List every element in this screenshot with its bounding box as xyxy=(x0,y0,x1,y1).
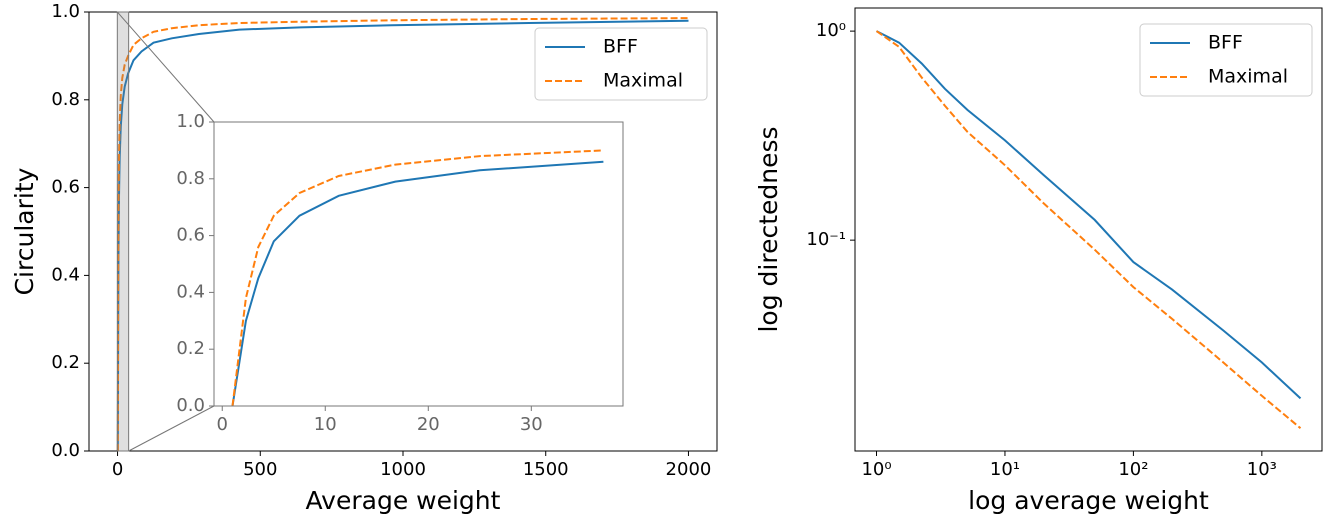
y-tick-label: 1.0 xyxy=(176,111,205,132)
y-tick-label: 0.6 xyxy=(176,225,205,246)
y-axis-label: log directedness xyxy=(754,126,783,332)
x-tick-label: 10¹ xyxy=(990,459,1020,480)
x-tick-label: 2000 xyxy=(666,459,712,480)
x-tick-label: 1000 xyxy=(380,459,426,480)
y-tick-label: 0.4 xyxy=(51,264,80,285)
zoom-connector xyxy=(128,405,215,452)
x-axis-label: Average weight xyxy=(306,486,501,515)
x-tick-label: 1500 xyxy=(523,459,569,480)
legend-label: BFF xyxy=(1208,32,1243,54)
y-tick-label: 0.2 xyxy=(51,352,80,373)
legend-label: BFF xyxy=(603,36,638,58)
legend-label: Maximal xyxy=(603,70,683,92)
x-tick-label: 0 xyxy=(217,414,228,435)
x-tick-label: 0 xyxy=(112,459,123,480)
zoom-region xyxy=(116,11,130,452)
series-line xyxy=(231,149,604,406)
x-tick-label: 10⁰ xyxy=(861,459,891,480)
y-tick-label: 0.0 xyxy=(176,395,205,416)
axes-frame xyxy=(854,7,1323,452)
x-tick-label: 500 xyxy=(243,459,277,480)
x-tick-label: 30 xyxy=(520,414,543,435)
y-tick-label: 0.6 xyxy=(51,177,80,198)
y-tick-label: 0.0 xyxy=(51,440,80,461)
y-tick-label: 0.4 xyxy=(176,281,205,302)
y-tick-label: 1.0 xyxy=(51,1,80,22)
plot-area xyxy=(214,122,623,406)
series-line xyxy=(116,17,689,451)
series-line xyxy=(231,160,604,406)
legend-label: Maximal xyxy=(1208,66,1288,88)
axes-frame xyxy=(88,11,718,452)
axes-frame xyxy=(213,121,624,407)
y-tick-label: 0.8 xyxy=(176,168,205,189)
y-tick-label: 10⁰ xyxy=(816,20,846,41)
x-tick-label: 10³ xyxy=(1247,459,1277,480)
series-line xyxy=(875,30,1302,429)
y-tick-label: 0.8 xyxy=(51,89,80,110)
x-tick-label: 20 xyxy=(417,414,440,435)
series-line xyxy=(876,30,1302,400)
x-axis-label: log average weight xyxy=(968,486,1209,515)
y-axis-label: Circularity xyxy=(10,167,39,295)
y-tick-label: 10⁻¹ xyxy=(806,229,846,250)
x-tick-label: 10² xyxy=(1118,459,1148,480)
zoom-connector xyxy=(116,11,215,123)
x-tick-label: 10 xyxy=(314,414,337,435)
y-tick-label: 0.2 xyxy=(176,338,205,359)
